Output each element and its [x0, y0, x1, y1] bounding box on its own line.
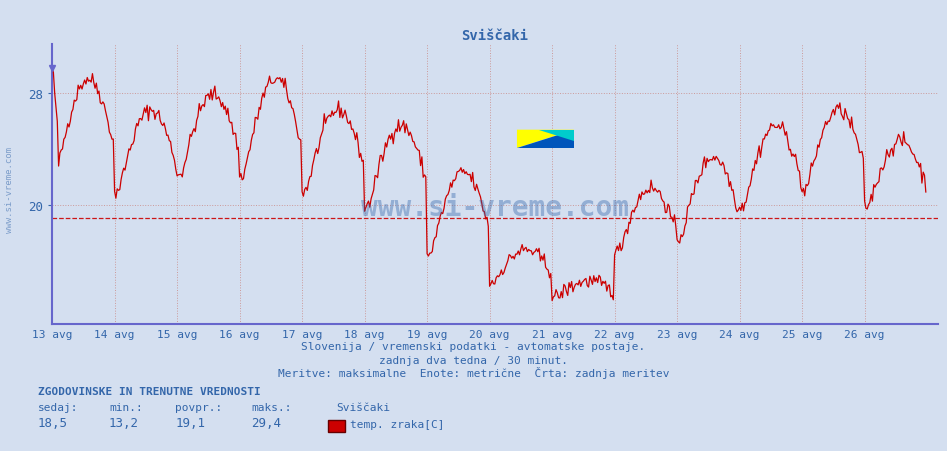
- Text: min.:: min.:: [109, 402, 143, 412]
- Text: maks.:: maks.:: [251, 402, 292, 412]
- Text: sedaj:: sedaj:: [38, 402, 79, 412]
- Polygon shape: [517, 130, 575, 148]
- Text: povpr.:: povpr.:: [175, 402, 223, 412]
- Text: 18,5: 18,5: [38, 416, 68, 429]
- Polygon shape: [539, 130, 575, 142]
- Text: 19,1: 19,1: [175, 416, 205, 429]
- Text: Sviščaki: Sviščaki: [336, 402, 390, 412]
- Text: www.si-vreme.com: www.si-vreme.com: [361, 193, 629, 221]
- Text: Slovenija / vremenski podatki - avtomatske postaje.: Slovenija / vremenski podatki - avtomats…: [301, 341, 646, 351]
- Text: 13,2: 13,2: [109, 416, 139, 429]
- Text: www.si-vreme.com: www.si-vreme.com: [5, 147, 14, 232]
- Text: temp. zraka[C]: temp. zraka[C]: [350, 419, 445, 429]
- Text: Meritve: maksimalne  Enote: metrične  Črta: zadnja meritev: Meritve: maksimalne Enote: metrične Črta…: [277, 367, 670, 378]
- Text: zadnja dva tedna / 30 minut.: zadnja dva tedna / 30 minut.: [379, 355, 568, 365]
- Text: 29,4: 29,4: [251, 416, 281, 429]
- Polygon shape: [517, 130, 575, 148]
- Title: Sviščaki: Sviščaki: [461, 28, 528, 42]
- Text: ZGODOVINSKE IN TRENUTNE VREDNOSTI: ZGODOVINSKE IN TRENUTNE VREDNOSTI: [38, 387, 260, 396]
